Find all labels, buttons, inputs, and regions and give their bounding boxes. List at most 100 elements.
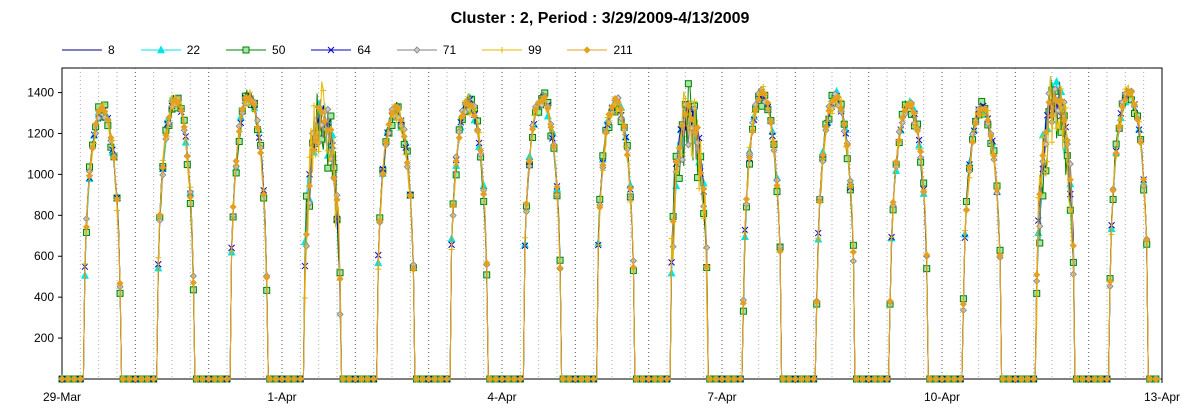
legend-item-50: 50 [226,43,285,57]
data-point-211 [889,198,897,206]
data-point-211 [629,263,637,271]
data-point-211 [95,107,103,115]
legend-item-211: 211 [567,43,633,57]
data-point-211 [816,198,824,206]
x-axis: 29-Mar 1-Apr 4-Apr 7-Apr 10-Apr 13-Apr [43,379,1180,404]
legend-label: 64 [357,43,371,57]
data-point-211 [385,120,393,129]
data-point-211 [177,106,185,114]
data-point-211 [345,375,353,383]
data-point-211 [681,110,689,119]
legend-item-71: 71 [396,43,457,57]
data-point-211 [776,247,784,255]
data-point-211 [926,375,934,383]
data-point-211 [547,123,555,131]
data-point-211 [235,127,243,136]
data-point-211 [470,112,479,120]
data-point-211 [357,375,366,383]
data-point-211 [1109,186,1117,195]
data-point-211 [229,203,237,211]
data-point-211 [137,375,146,383]
data-point-50 [684,80,692,88]
data-point-50 [324,164,332,172]
data-point-211 [284,375,292,383]
data-point-211 [1091,375,1099,383]
data-point-211 [315,104,323,112]
data-point-211 [993,185,1001,194]
data-point-211 [504,375,512,383]
data-point-211 [92,120,100,128]
data-point-50 [107,143,115,151]
legend-marker [156,45,165,54]
legend-swatch [396,46,437,54]
data-point-211 [791,375,799,383]
legend-swatch [140,45,181,54]
data-point-211 [98,104,106,112]
data-point-211 [687,115,696,123]
data-point-211 [892,158,900,166]
data-point-211 [1112,149,1120,157]
y-tick-label: 400 [34,290,54,304]
data-point-211 [599,161,607,169]
data-point-211 [684,101,692,110]
data-point-99 [1053,125,1060,132]
data-point-211 [968,138,977,146]
legend-label: 71 [442,43,457,57]
data-point-211 [638,375,647,383]
data-point-211 [907,101,916,109]
data-point-99 [1062,104,1069,111]
data-point-211 [1152,375,1160,383]
data-point-99 [320,87,327,94]
data-point-211 [959,300,967,308]
data-point-211 [480,190,488,198]
data-point-211 [336,275,344,283]
data-point-211 [278,375,286,383]
data-point-211 [257,149,265,157]
data-point-211 [938,375,946,383]
data-point-211 [131,375,139,383]
data-point-99 [531,112,538,119]
data-point-211 [522,200,531,208]
legend-swatch [62,49,102,51]
data-point-71 [324,105,332,113]
data-point-211 [1140,175,1148,183]
x-tick-label: 13-Apr [1144,390,1180,404]
data-point-211 [183,152,191,161]
data-point-211 [113,196,121,204]
data-point-211 [321,117,329,125]
data-point-211 [690,128,699,136]
data-point-211 [852,375,861,383]
data-point-50 [302,192,310,200]
data-point-211 [730,375,738,383]
data-point-211 [528,125,537,133]
data-point-211 [779,375,787,383]
data-point-211 [877,375,885,383]
data-point-211 [840,120,848,128]
data-point-211 [846,182,854,190]
data-point-99 [315,148,322,155]
data-point-71 [253,116,262,124]
data-point-99 [1049,139,1055,146]
data-point-211 [1137,139,1145,147]
data-point-211 [837,105,845,113]
data-point-211 [898,114,906,122]
data-point-211 [101,107,109,116]
data-point-99 [402,151,409,158]
legend-swatch [567,46,608,54]
data-point-211 [556,264,564,272]
data-point-211 [819,151,827,159]
data-point-211 [981,104,989,113]
data-point-211 [452,157,460,165]
data-point-211 [1033,271,1041,279]
data-point-211 [663,375,671,383]
data-point-211 [116,279,124,287]
data-point-211 [965,163,974,171]
y-tick-label: 600 [34,249,54,263]
data-point-99 [324,147,331,154]
data-point-211 [1127,88,1136,96]
data-point-211 [739,299,747,307]
y-axis: 200 400 600 800 1000 1200 1400 [27,86,62,345]
data-point-211 [1066,176,1074,184]
data-point-211 [956,375,964,383]
data-point-211 [388,108,396,117]
